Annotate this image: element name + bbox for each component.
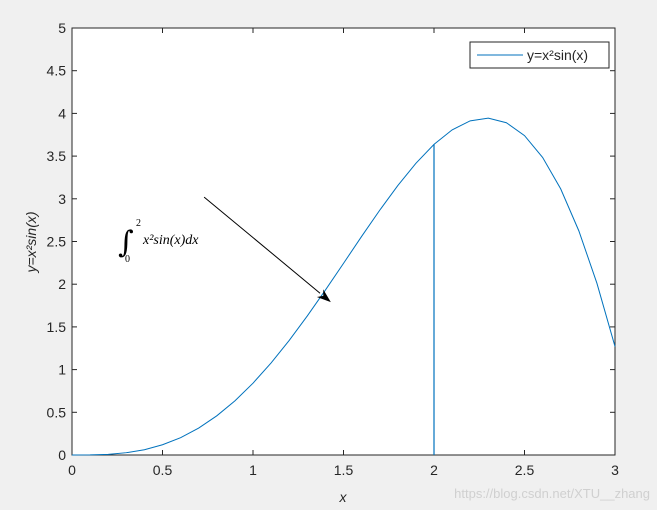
x-tick-label: 3 — [611, 462, 619, 478]
x-tick-label: 2 — [430, 462, 438, 478]
x-tick-label: 0.5 — [153, 462, 173, 478]
legend-label: y=x²sin(x) — [527, 47, 588, 63]
y-axis-label: y=x²sin(x) — [23, 211, 39, 273]
annotation-arrow-shaft — [203, 196, 321, 294]
y-tick-label: 1.5 — [47, 319, 67, 335]
y-tick-label: 0 — [58, 447, 66, 463]
x-tick-label: 1.5 — [334, 462, 354, 478]
y-tick-label: 3 — [58, 191, 66, 207]
y-tick-label: 3.5 — [47, 148, 67, 164]
axes-box — [71, 27, 616, 456]
y-tick-label: 0.5 — [47, 404, 67, 420]
x-tick-label: 0 — [68, 462, 76, 478]
annotation-upper: 2 — [136, 218, 141, 229]
x-axis-label: x — [339, 489, 348, 505]
x-tick-label: 2.5 — [515, 462, 535, 478]
y-tick-label: 5 — [58, 20, 66, 36]
line-series — [71, 117, 616, 456]
y-tick-label: 4.5 — [47, 63, 67, 79]
y-tick-label: 1 — [58, 362, 66, 378]
annotation-integral: ∫ — [118, 225, 134, 260]
annotation-arrow-head — [316, 289, 331, 303]
watermark: https://blog.csdn.net/XTU__zhang — [454, 486, 650, 501]
annotation-integrand: x²sin(x)dx — [142, 233, 199, 248]
y-tick-label: 2 — [58, 276, 66, 292]
y-tick-label: 2.5 — [47, 234, 67, 250]
x-tick-label: 1 — [249, 462, 257, 478]
annotation-lower: 0 — [125, 254, 130, 265]
y-tick-label: 4 — [58, 105, 66, 121]
